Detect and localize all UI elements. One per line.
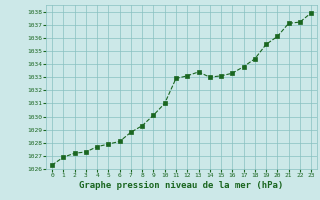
X-axis label: Graphe pression niveau de la mer (hPa): Graphe pression niveau de la mer (hPa) (79, 181, 284, 190)
